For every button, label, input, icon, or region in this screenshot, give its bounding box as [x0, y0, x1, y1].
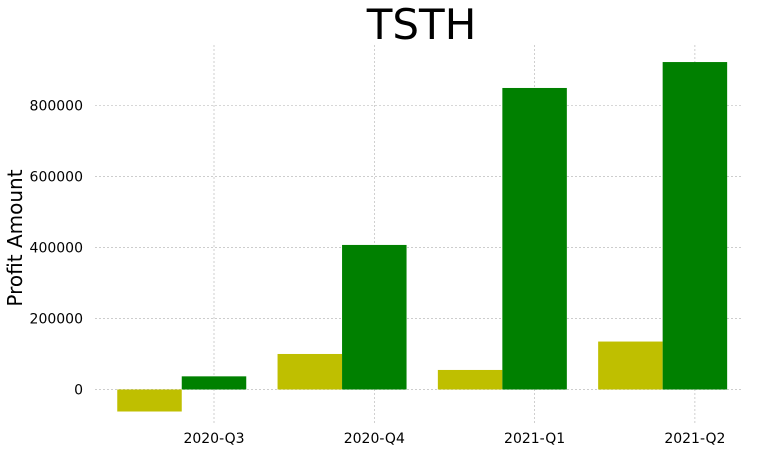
bar-series-2: [502, 87, 567, 390]
y-tick-label: 600000: [30, 169, 83, 185]
bar-series-1: [437, 369, 503, 390]
bar-series-1: [598, 341, 663, 390]
bars-layer: [117, 62, 728, 412]
x-tick-label: 2021-Q2: [664, 431, 725, 447]
y-tick-labels: 0 200000 400000 600000 800000: [30, 98, 83, 398]
y-tick-label: 400000: [30, 240, 83, 256]
y-tick-label: 200000: [30, 311, 83, 327]
x-tick-label: 2020-Q4: [344, 431, 405, 447]
bar-series-2: [181, 376, 247, 390]
bar-series-2: [662, 62, 728, 390]
chart-title: TSTH: [366, 0, 477, 49]
bar-series-2: [342, 244, 407, 390]
bar-series-1: [277, 353, 343, 390]
x-tick-labels: 2020-Q3 2020-Q4 2021-Q1 2021-Q2: [183, 431, 725, 447]
x-tick-label: 2021-Q1: [504, 431, 565, 447]
x-tick-label: 2020-Q3: [183, 431, 244, 447]
y-axis-label: Profit Amount: [3, 169, 27, 306]
bar-series-1: [117, 389, 182, 412]
y-tick-label: 0: [74, 382, 83, 398]
y-tick-label: 800000: [30, 98, 83, 114]
